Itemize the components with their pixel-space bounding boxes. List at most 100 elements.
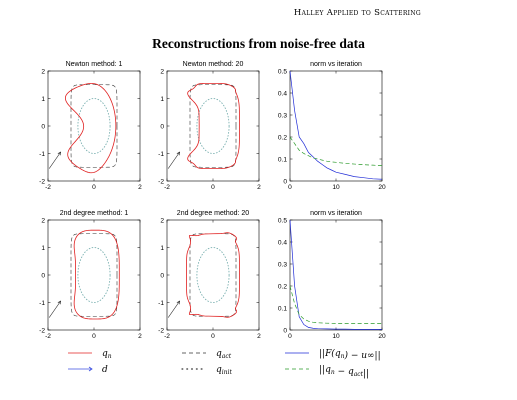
y-tick-label: 1 — [41, 245, 45, 252]
x-tick-label: 2 — [138, 184, 142, 191]
y-tick-label: -2 — [39, 178, 45, 185]
direction-arrow — [48, 151, 61, 169]
panel-title: norm vs iteration — [310, 210, 362, 217]
y-tick-label: 0.4 — [278, 90, 287, 97]
axes-frame — [289, 70, 383, 182]
x-tick-label: -2 — [164, 333, 170, 340]
legend-item-6: ||qn − qact|| — [285, 365, 369, 379]
y-tick-label: 0 — [41, 123, 45, 130]
legend-label: ||qn − qact|| — [319, 365, 369, 379]
axes-frame — [289, 219, 383, 331]
x-tick-label: 0 — [211, 184, 215, 191]
y-tick-label: 0 — [160, 272, 164, 279]
q-n-curve — [186, 232, 240, 318]
axes-frame — [47, 70, 141, 182]
q-act-curve — [70, 233, 118, 317]
y-tick-label: 0.5 — [278, 68, 287, 75]
series-line-1 — [289, 219, 382, 330]
y-tick-label: 0.3 — [278, 112, 287, 119]
q-act-curve — [189, 84, 237, 168]
y-tick-label: 0.5 — [278, 217, 287, 224]
y-tick-label: -2 — [158, 178, 164, 185]
direction-arrow — [48, 300, 61, 318]
direction-arrow-head — [57, 151, 62, 156]
axes-frame — [166, 219, 260, 331]
x-tick-label: 2 — [138, 333, 142, 340]
legend-label: qn — [102, 349, 112, 360]
x-tick-label: 10 — [332, 333, 340, 340]
y-tick-label: 0.3 — [278, 261, 287, 268]
legend-label: ||F(qn) − u∞|| — [319, 348, 381, 361]
legend-label: qact — [216, 349, 232, 360]
y-tick-label: 1 — [41, 96, 45, 103]
y-tick-label: -2 — [39, 327, 45, 334]
y-tick-label: 0 — [283, 178, 287, 185]
x-tick-label: 20 — [378, 184, 386, 191]
legend-item-5: ||F(qn) − u∞|| — [285, 348, 381, 361]
y-tick-label: 0.2 — [278, 283, 287, 290]
x-tick-label: 10 — [332, 184, 340, 191]
y-tick-label: -1 — [39, 151, 45, 158]
q-init-curve — [196, 98, 230, 154]
running-header: Halley Applied to Scattering — [293, 8, 421, 18]
panel-title: 2nd degree method: 20 — [177, 210, 249, 217]
legend-label: d — [102, 365, 108, 375]
x-tick-label: 0 — [92, 184, 96, 191]
q-init-curve — [196, 247, 230, 303]
panel-6: norm vs iteration 0 10 20 0 0.1 0.2 0.3 0.4 0.5 — [278, 210, 386, 340]
direction-arrow — [167, 151, 180, 169]
x-tick-label: -2 — [45, 333, 51, 340]
y-tick-label: 2 — [41, 217, 45, 224]
y-tick-label: 2 — [160, 217, 164, 224]
y-tick-label: 0.1 — [278, 305, 287, 312]
q-n-curve — [73, 229, 120, 320]
panel-1: Newton method: 1 -2 0 2 -2 -1 0 1 2 — [39, 61, 142, 191]
x-tick-label: 20 — [378, 333, 386, 340]
y-tick-label: 0.1 — [278, 156, 287, 163]
legend-label: qinit — [216, 365, 232, 376]
y-tick-label: 0 — [41, 272, 45, 279]
y-tick-label: 2 — [160, 68, 164, 75]
x-tick-label: -2 — [45, 184, 51, 191]
direction-arrow — [167, 300, 180, 318]
direction-arrow-head — [57, 300, 62, 305]
panel-4: 2nd degree method: 1 -2 0 2 -2 -1 0 1 2 — [39, 210, 142, 340]
q-init-curve — [77, 247, 111, 303]
legend-item-4: qinit — [181, 365, 232, 376]
y-tick-label: -1 — [158, 300, 164, 307]
legend-arrow-head — [88, 366, 93, 372]
q-act-curve — [70, 84, 118, 168]
panel-title: Newton method: 1 — [66, 61, 123, 68]
legend-item-1: qn — [68, 349, 112, 360]
series-line-2 — [289, 136, 383, 166]
panel-title: 2nd degree method: 1 — [60, 210, 129, 217]
direction-arrow-head — [176, 151, 181, 156]
x-tick-label: 0 — [92, 333, 96, 340]
panel-2: Newton method: 20 -2 0 2 -2 -1 0 1 2 — [158, 61, 261, 191]
y-tick-label: 0.4 — [278, 239, 287, 246]
direction-arrow-head — [176, 300, 181, 305]
q-n-curve — [64, 82, 117, 174]
x-tick-label: 0 — [288, 184, 292, 191]
panel-title: norm vs iteration — [310, 61, 362, 68]
y-tick-label: -1 — [39, 300, 45, 307]
x-tick-label: 2 — [257, 184, 261, 191]
x-tick-label: -2 — [164, 184, 170, 191]
y-tick-label: 0.2 — [278, 134, 287, 141]
series-line-2 — [289, 285, 382, 324]
y-tick-label: 1 — [160, 96, 164, 103]
y-tick-label: 0 — [160, 123, 164, 130]
axes-frame — [47, 219, 141, 331]
series-line-1 — [289, 70, 383, 180]
q-init-curve — [77, 98, 111, 154]
x-tick-label: 0 — [211, 333, 215, 340]
y-tick-label: -2 — [158, 327, 164, 334]
panel-3: norm vs iteration 0 10 20 0 0.1 0.2 0.3 0.4 0.5 — [278, 61, 386, 191]
q-n-curve — [187, 82, 240, 170]
x-tick-label: 2 — [257, 333, 261, 340]
figure-title: Reconstructions from noise-free data — [152, 36, 365, 51]
panel-title: Newton method: 20 — [183, 61, 244, 68]
y-tick-label: 0 — [283, 327, 287, 334]
panel-5: 2nd degree method: 20 -2 0 2 -2 -1 0 1 2 — [158, 210, 261, 340]
